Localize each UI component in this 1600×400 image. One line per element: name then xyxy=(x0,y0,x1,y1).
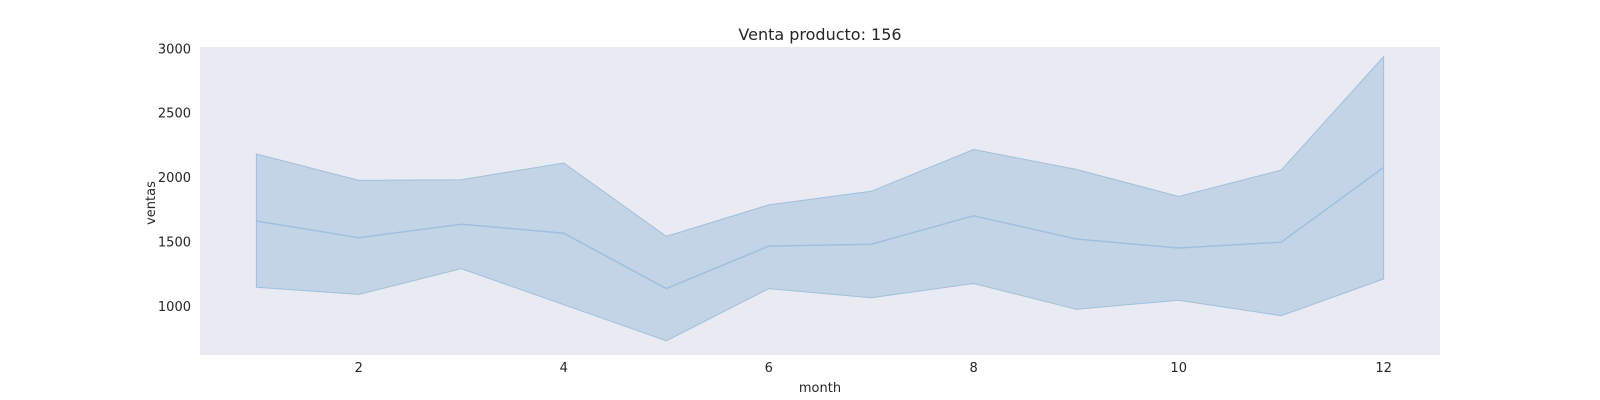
x-tick-label: 8 xyxy=(970,361,978,376)
data-point xyxy=(973,215,975,217)
data-point xyxy=(1280,241,1282,243)
chart-title: Venta producto: 156 xyxy=(738,25,901,44)
data-point xyxy=(255,220,257,222)
data-point xyxy=(1383,167,1385,169)
y-tick-label: 1500 xyxy=(158,236,191,251)
x-axis-ticks: 2 4 6 8 10 12 xyxy=(355,361,1392,376)
x-axis-label: month xyxy=(799,381,841,396)
x-tick-label: 4 xyxy=(560,361,568,376)
y-axis-label: ventas xyxy=(144,181,159,225)
data-point xyxy=(768,245,770,247)
x-tick-label: 10 xyxy=(1170,361,1187,376)
y-tick-label: 2000 xyxy=(158,171,191,186)
data-point xyxy=(358,237,360,239)
confidence-band xyxy=(255,55,1385,342)
data-point xyxy=(870,243,872,245)
y-axis-ticks: 1000 1500 2000 2500 3000 xyxy=(158,42,191,315)
x-tick-label: 12 xyxy=(1375,361,1392,376)
series-line-layer xyxy=(255,166,1385,290)
data-point xyxy=(665,288,667,290)
x-tick-label: 2 xyxy=(355,361,363,376)
confidence-band-layer xyxy=(255,55,1385,342)
y-tick-label: 1000 xyxy=(158,300,191,315)
x-tick-label: 6 xyxy=(765,361,773,376)
series-line xyxy=(256,166,1385,290)
data-point xyxy=(460,223,462,225)
data-point xyxy=(563,232,565,234)
y-tick-label: 2500 xyxy=(158,107,191,122)
data-point xyxy=(1075,238,1077,240)
y-tick-label: 3000 xyxy=(158,42,191,57)
data-point xyxy=(1178,247,1180,249)
